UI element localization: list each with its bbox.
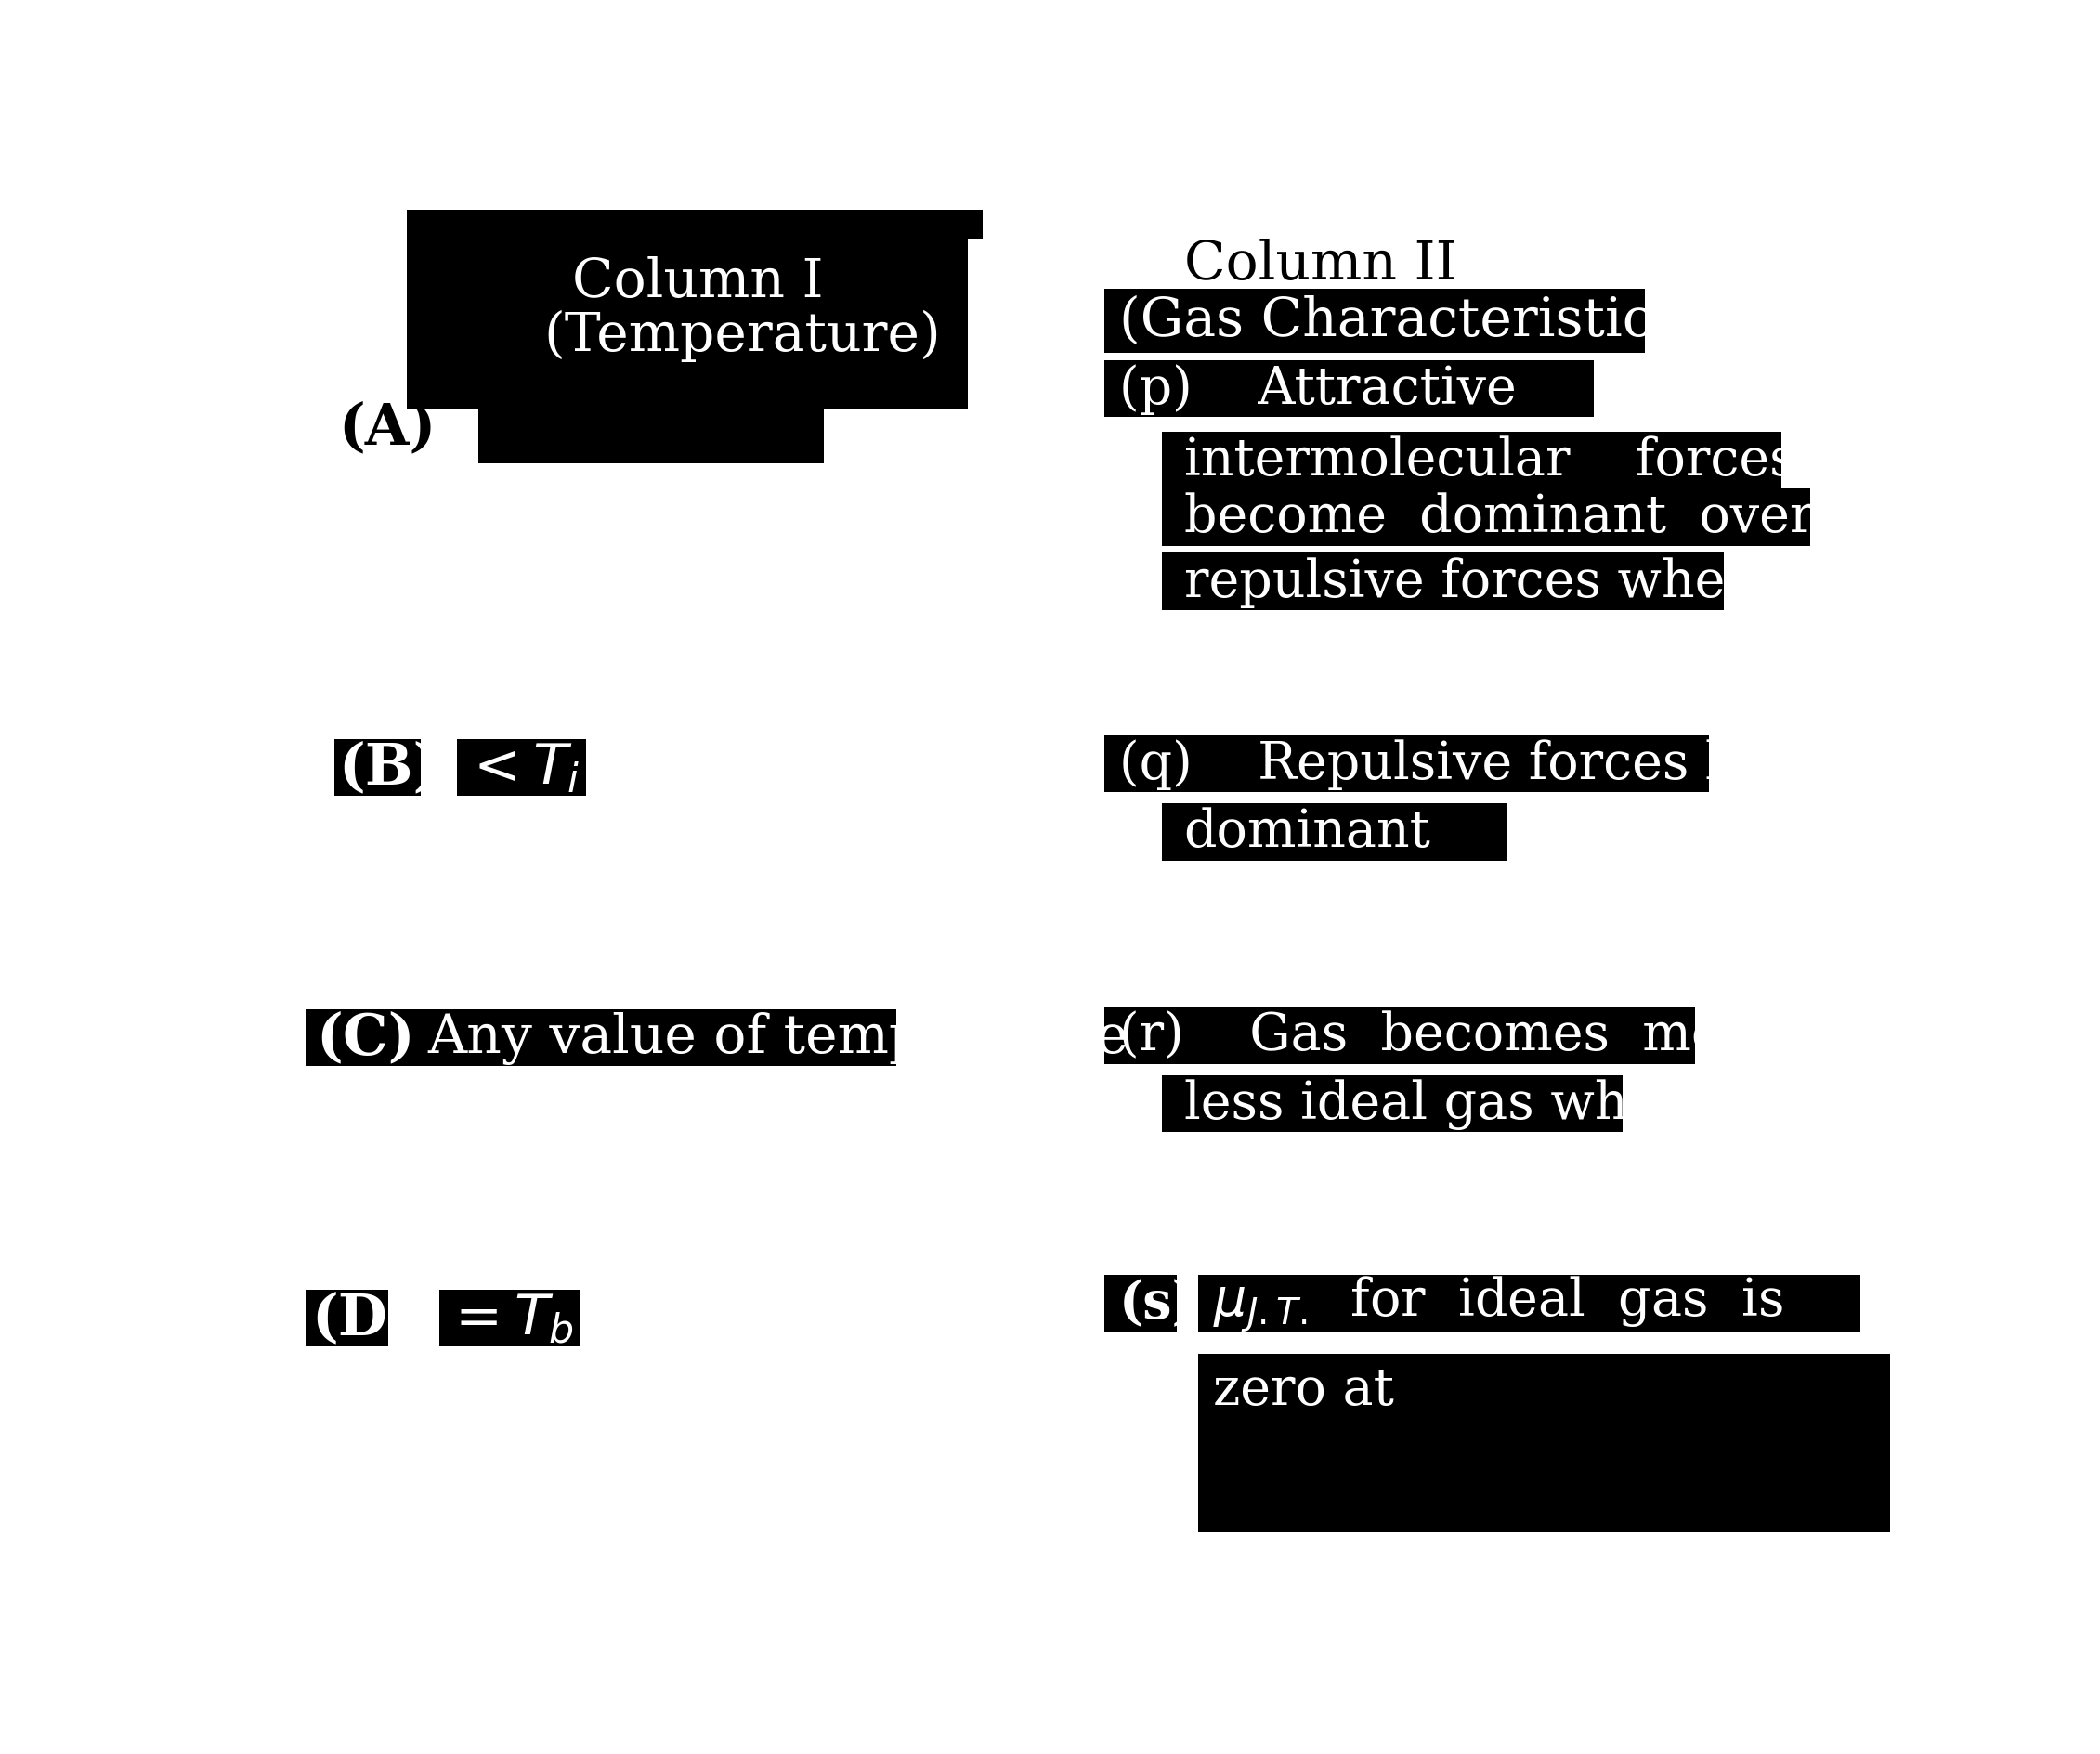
Text: repulsive forces when: repulsive forces when <box>1184 556 1758 607</box>
Bar <box>307 1009 897 1066</box>
Text: (r)    Gas  becomes  more  or: (r) Gas becomes more or <box>1119 1010 1865 1061</box>
Text: (p)    Attractive: (p) Attractive <box>1119 363 1516 414</box>
Bar <box>1161 803 1508 861</box>
Text: zero at: zero at <box>1212 1365 1394 1415</box>
Bar <box>1161 489 1810 545</box>
Text: (A): (A) <box>338 400 437 456</box>
Bar <box>458 738 586 796</box>
Text: $= T_b$: $= T_b$ <box>443 1291 573 1345</box>
Bar <box>479 393 823 465</box>
Bar <box>1105 1007 1695 1065</box>
Text: intermolecular    forces: intermolecular forces <box>1184 435 1796 486</box>
Text: $> T_i$: $> T_i$ <box>500 400 617 456</box>
Bar <box>1105 361 1594 417</box>
Text: Any value of temperature: Any value of temperature <box>428 1012 1130 1065</box>
Bar <box>1161 554 1724 610</box>
Text: (C): (C) <box>317 1010 416 1066</box>
Bar <box>407 237 968 409</box>
Bar <box>407 210 983 239</box>
Bar <box>1161 1075 1623 1133</box>
Text: $< T_i$: $< T_i$ <box>462 740 580 796</box>
Bar <box>439 1289 580 1347</box>
Bar <box>334 738 420 796</box>
Text: (D): (D) <box>311 1291 414 1345</box>
Text: Column I: Column I <box>571 256 823 309</box>
Text: $\mu_{J.T.}$  for  ideal  gas  is: $\mu_{J.T.}$ for ideal gas is <box>1212 1273 1783 1333</box>
Bar <box>1105 735 1709 793</box>
Bar <box>1199 1275 1861 1333</box>
Text: (Temperature): (Temperature) <box>544 309 941 361</box>
Text: (q)    Repulsive forces become: (q) Repulsive forces become <box>1119 738 1907 789</box>
Bar <box>1105 289 1644 353</box>
Bar <box>1199 1354 1917 1533</box>
Text: become  dominant  over: become dominant over <box>1184 493 1814 544</box>
Text: (Gas Characteristics): (Gas Characteristics) <box>1119 295 1701 347</box>
Bar <box>1105 1275 1176 1333</box>
Text: dominant: dominant <box>1184 807 1430 858</box>
Text: (s): (s) <box>1119 1279 1197 1330</box>
Bar <box>307 1289 388 1347</box>
Text: less ideal gas when: less ideal gas when <box>1184 1079 1690 1130</box>
Text: Column II: Column II <box>1184 239 1457 289</box>
Text: (B): (B) <box>338 740 439 796</box>
Bar <box>1161 431 1781 489</box>
